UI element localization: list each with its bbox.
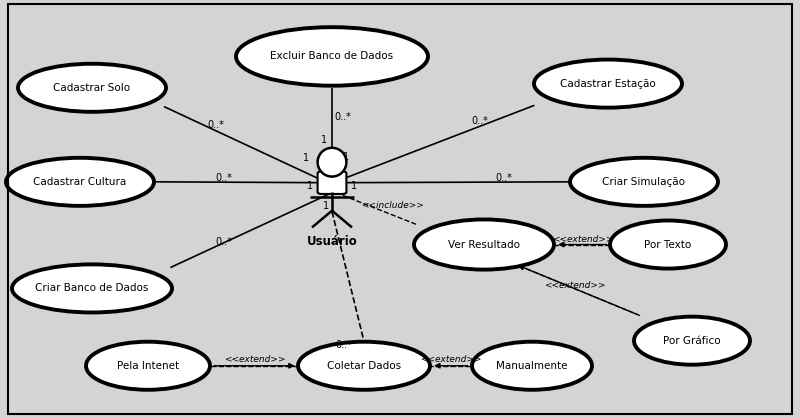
Ellipse shape: [534, 59, 682, 108]
Ellipse shape: [610, 221, 726, 269]
Text: <<extend>>: <<extend>>: [552, 234, 613, 244]
Text: Por Gráfico: Por Gráfico: [663, 336, 721, 346]
Text: <<extend>>: <<extend>>: [544, 281, 605, 290]
Text: Criar Banco de Dados: Criar Banco de Dados: [35, 283, 149, 293]
Text: Coletar Dados: Coletar Dados: [327, 361, 401, 371]
Text: 1: 1: [321, 135, 327, 145]
Ellipse shape: [236, 27, 428, 86]
Text: <<include>>: <<include>>: [361, 201, 423, 210]
Text: Cadastrar Estação: Cadastrar Estação: [560, 79, 656, 89]
Text: 1: 1: [302, 153, 309, 163]
Text: <<extend>>: <<extend>>: [420, 355, 481, 364]
Text: Cadastrar Cultura: Cadastrar Cultura: [34, 177, 126, 187]
Text: Excluir Banco de Dados: Excluir Banco de Dados: [270, 51, 394, 61]
Ellipse shape: [12, 265, 172, 313]
Text: Criar Simulação: Criar Simulação: [602, 177, 686, 187]
Ellipse shape: [86, 342, 210, 390]
Text: 0..*: 0..*: [215, 237, 233, 247]
Text: Ver Resultado: Ver Resultado: [448, 240, 520, 250]
Ellipse shape: [318, 148, 346, 176]
Text: 0..*: 0..*: [207, 120, 225, 130]
Ellipse shape: [298, 342, 430, 390]
Text: 0..*: 0..*: [215, 173, 233, 183]
Ellipse shape: [6, 158, 154, 206]
Ellipse shape: [472, 342, 592, 390]
Text: <<extend>>: <<extend>>: [224, 355, 285, 364]
Text: Usuário: Usuário: [306, 235, 358, 248]
Ellipse shape: [634, 317, 750, 364]
Text: 1: 1: [351, 181, 358, 191]
Text: 1: 1: [307, 181, 314, 191]
Text: 1: 1: [323, 201, 330, 211]
Text: 0..*: 0..*: [334, 112, 351, 122]
Ellipse shape: [570, 158, 718, 206]
Text: Pela Intenet: Pela Intenet: [117, 361, 179, 371]
Ellipse shape: [18, 64, 166, 112]
Text: 1: 1: [342, 152, 349, 162]
Text: 0..*: 0..*: [495, 173, 513, 183]
Ellipse shape: [414, 219, 554, 270]
Text: 0..*: 0..*: [335, 340, 353, 350]
Text: Cadastrar Solo: Cadastrar Solo: [54, 83, 130, 93]
FancyBboxPatch shape: [318, 171, 346, 194]
Text: Por Texto: Por Texto: [644, 240, 692, 250]
Text: Manualmente: Manualmente: [496, 361, 568, 371]
Text: 0..*: 0..*: [471, 116, 489, 126]
